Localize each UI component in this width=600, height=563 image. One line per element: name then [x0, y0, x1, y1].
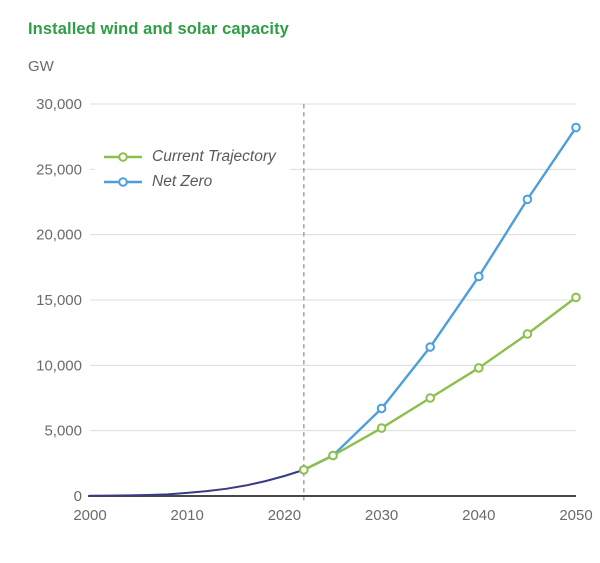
- data-point-current-trajectory: [328, 450, 338, 461]
- x-tick-label: 2010: [171, 507, 204, 524]
- legend-label-net-zero: Net Zero: [152, 172, 213, 190]
- x-tick-label: 2040: [462, 507, 495, 524]
- data-point-current-trajectory: [474, 363, 484, 373]
- legend-item-net-zero: Net Zero: [103, 170, 276, 193]
- chart-legend: Current Trajectory Net Zero: [95, 143, 290, 195]
- x-tick-label: 2000: [73, 507, 106, 524]
- data-point-current-trajectory: [299, 465, 309, 475]
- net-zero-line-swatch-icon: [104, 176, 142, 187]
- legend-label-current-trajectory: Current Trajectory: [152, 147, 276, 165]
- legend-item-current-trajectory: Current Trajectory: [103, 145, 276, 168]
- y-tick-label: 10,000: [36, 357, 82, 374]
- series-line-net-zero: [302, 126, 578, 472]
- y-tick-label: 15,000: [36, 292, 82, 309]
- y-tick-label: 25,000: [36, 161, 82, 178]
- data-point-net-zero: [571, 122, 581, 133]
- current-trajectory-line-swatch-icon: [104, 151, 142, 162]
- data-point-current-trajectory: [522, 329, 533, 339]
- data-point-current-trajectory: [376, 423, 387, 433]
- y-tick-label: 5,000: [44, 423, 82, 440]
- y-tick-label: 0: [74, 488, 82, 505]
- x-tick-label: 2050: [559, 507, 592, 524]
- data-point-current-trajectory: [425, 393, 436, 403]
- y-tick-label: 30,000: [36, 96, 82, 113]
- series-line-historical: [89, 468, 305, 497]
- data-point-net-zero: [376, 403, 387, 414]
- x-tick-label: 2020: [268, 507, 301, 524]
- y-tick-label: 20,000: [36, 227, 82, 244]
- y-axis-unit-label: GW: [28, 58, 54, 75]
- data-point-net-zero: [522, 194, 533, 205]
- data-point-net-zero: [474, 271, 484, 282]
- x-tick-label: 2030: [365, 507, 398, 524]
- data-point-current-trajectory: [571, 292, 581, 303]
- chart-title: Installed wind and solar capacity: [28, 20, 289, 38]
- data-point-net-zero: [425, 342, 436, 352]
